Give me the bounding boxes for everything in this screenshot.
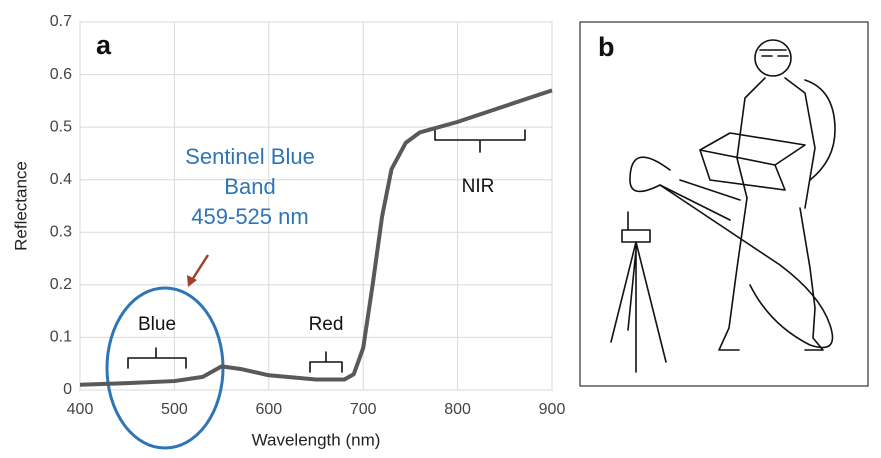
arrow xyxy=(190,254,210,281)
y-tick-label: 0.5 xyxy=(50,118,72,135)
y-tick-label: 0.2 xyxy=(50,276,72,293)
x-tick-label: 500 xyxy=(161,401,188,418)
panel-label: a xyxy=(96,30,112,60)
x-tick-label: 400 xyxy=(67,401,94,418)
panel-label: b xyxy=(598,32,615,62)
y-tick-label: 0.7 xyxy=(50,13,72,30)
nir-label: NIR xyxy=(462,176,495,197)
sentinel-label: Sentinel Blue xyxy=(185,144,315,169)
blue-label: Blue xyxy=(138,314,176,335)
y-axis-label: Reflectance xyxy=(11,161,30,251)
arrowhead xyxy=(187,275,197,287)
plot-area xyxy=(79,21,553,391)
red-label: Red xyxy=(309,314,344,335)
panel-b-frame xyxy=(579,21,869,387)
field-operator-sketch xyxy=(610,39,836,373)
sentinel-label: Band xyxy=(224,174,275,199)
x-tick-label: 900 xyxy=(539,401,566,418)
plot xyxy=(79,88,553,387)
nir-bracket xyxy=(434,129,526,153)
y-tick-label: 0.4 xyxy=(50,171,72,188)
blue-bracket xyxy=(127,347,187,369)
y-tick-label: 0.3 xyxy=(50,224,72,241)
x-tick-label: 700 xyxy=(350,401,377,418)
x-axis-label: Wavelength (nm) xyxy=(252,430,381,449)
y-tick-label: 0 xyxy=(63,381,72,398)
sentinel-label: 459-525 nm xyxy=(191,204,308,229)
red-bracket xyxy=(309,351,343,373)
y-tick-label: 0.1 xyxy=(50,329,72,346)
grid: 0 0.1 0.2 0.3 0.4 0.5 0.6 0.7 400 500 600 700 800 900 xyxy=(50,13,566,418)
data-line xyxy=(79,88,553,387)
y-tick-label: 0.6 xyxy=(50,66,72,83)
x-tick-label: 800 xyxy=(444,401,471,418)
x-tick-label: 600 xyxy=(255,401,282,418)
